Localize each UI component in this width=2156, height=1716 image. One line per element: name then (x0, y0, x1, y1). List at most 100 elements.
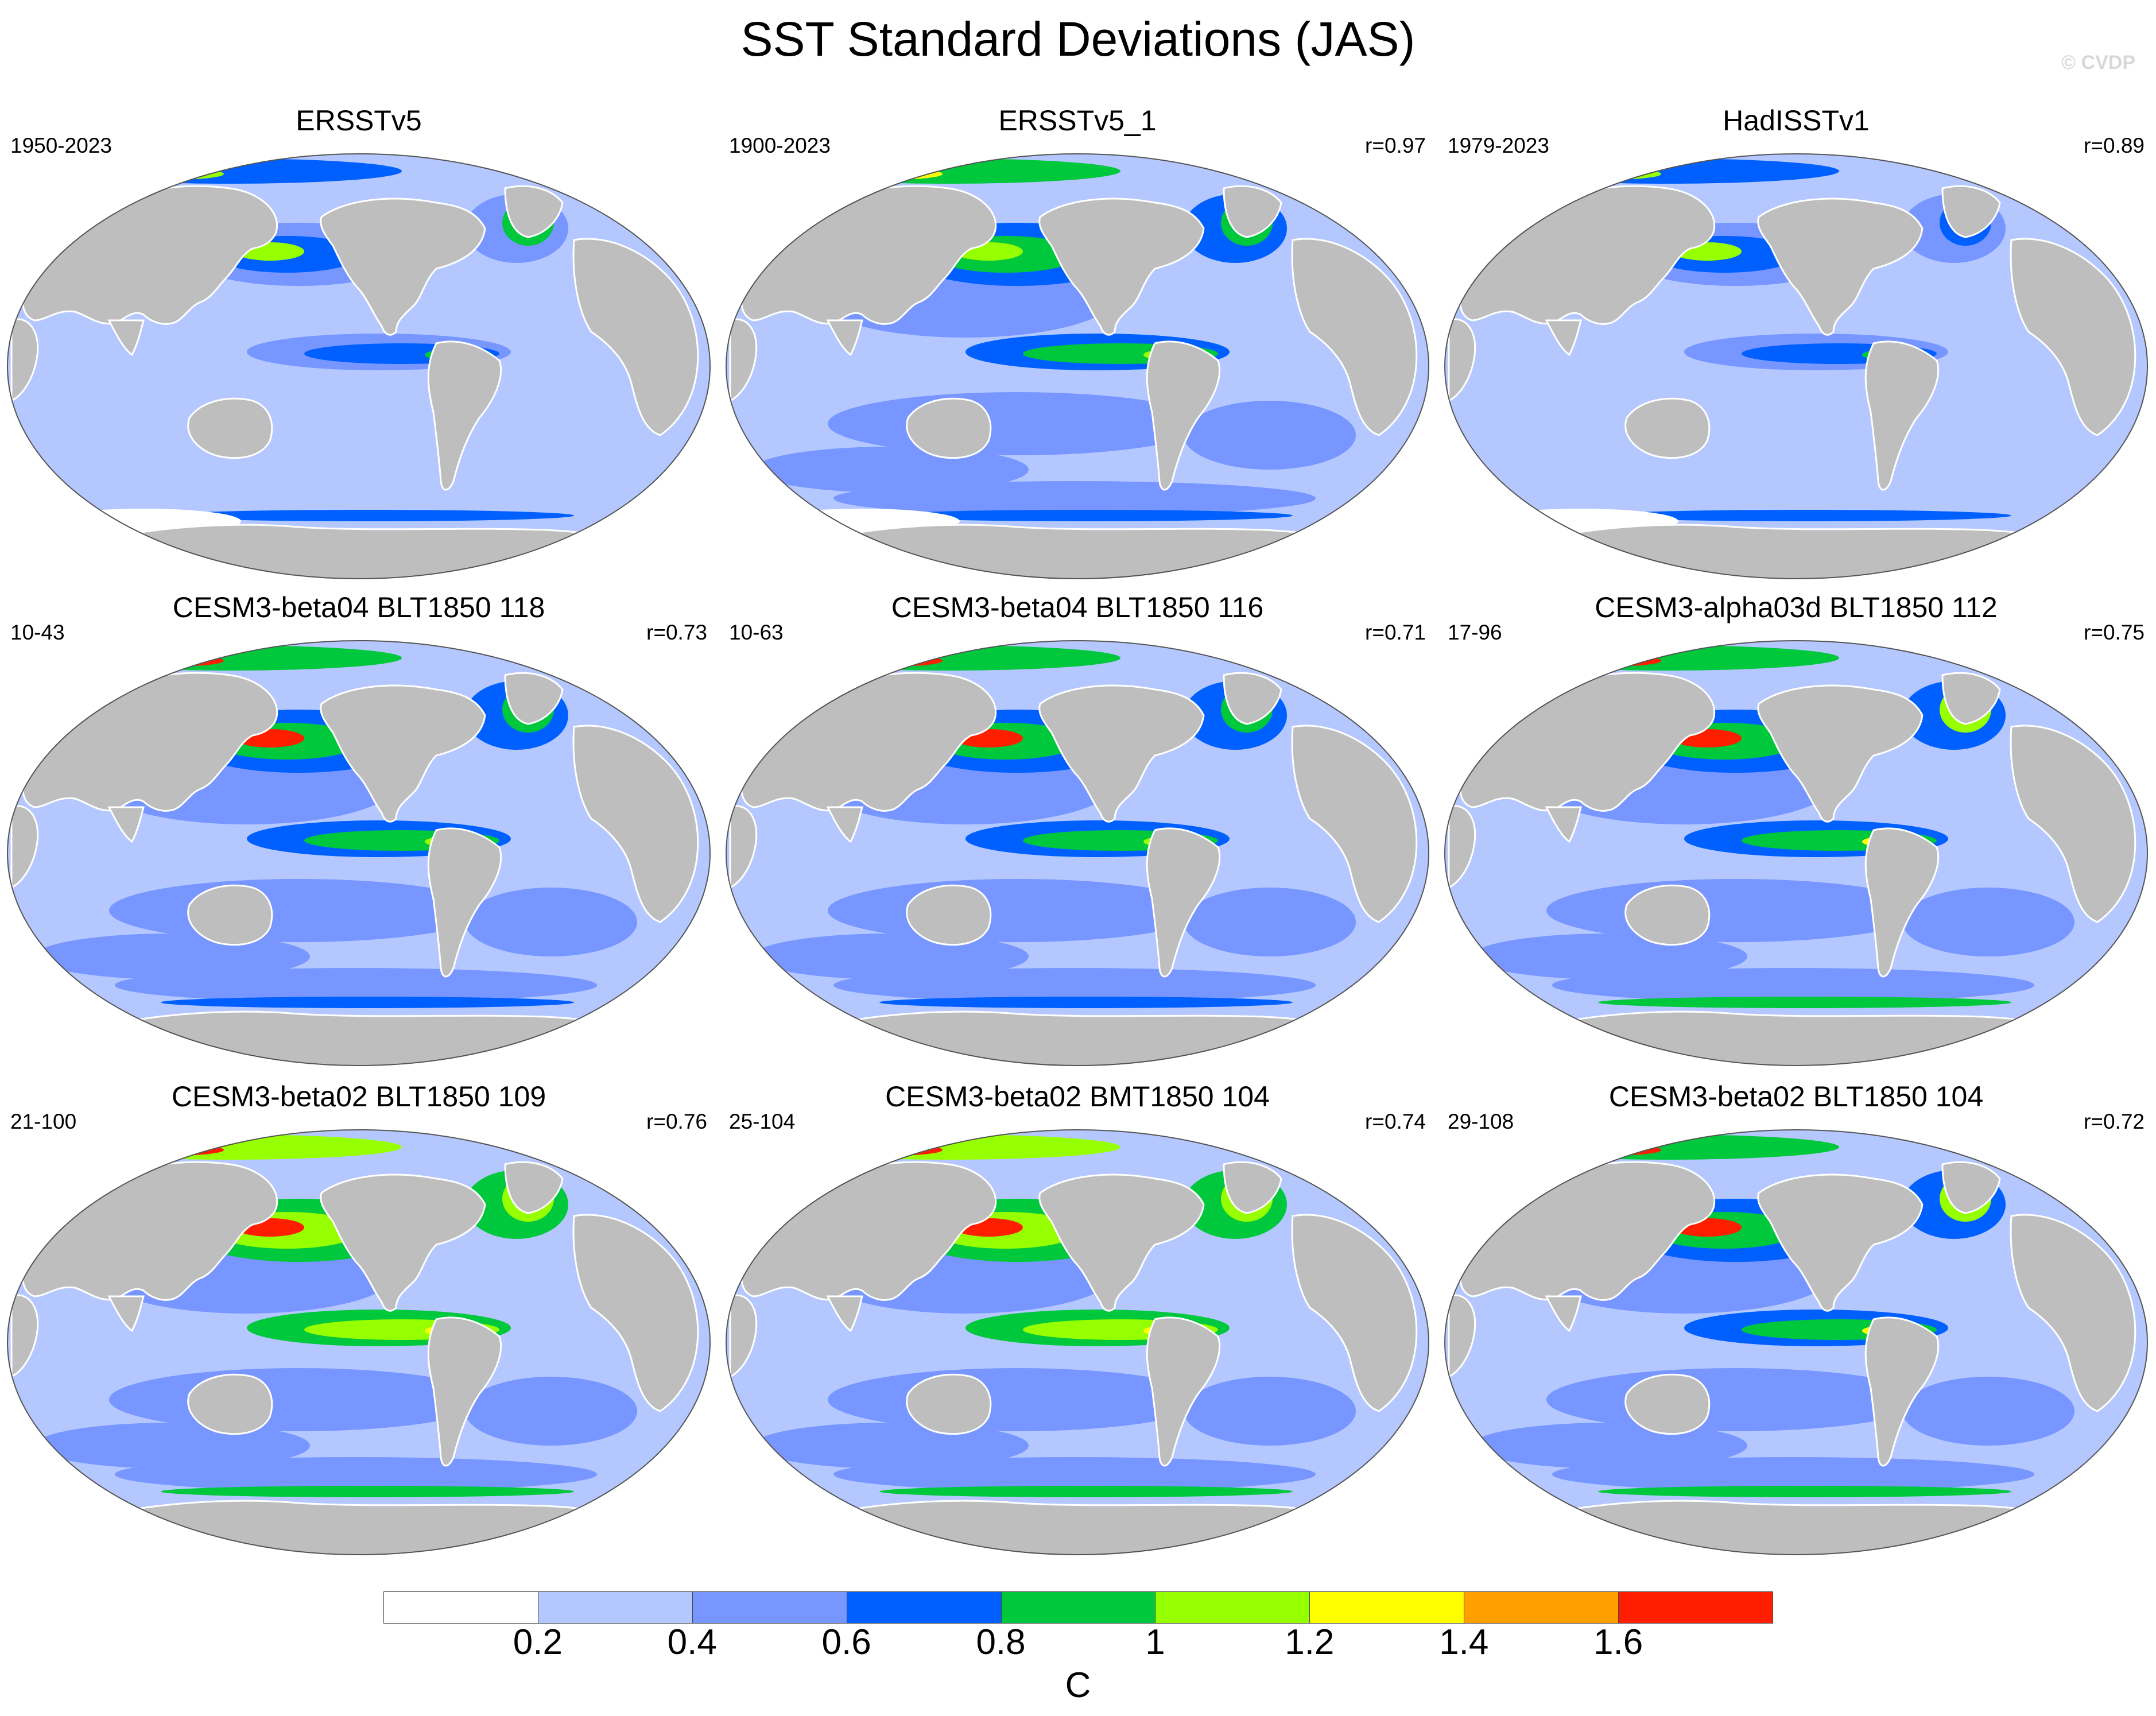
figure-title: SST Standard Deviations (JAS) (740, 12, 1416, 66)
sst-contour (465, 888, 637, 956)
landmass (187, 397, 273, 459)
landmass (10, 805, 39, 889)
panel-correlation: r=0.75 (2084, 621, 2145, 644)
landmass (1545, 1295, 1582, 1332)
landmass (1757, 197, 1924, 336)
landmass (1757, 684, 1924, 823)
panel-title: ERSSTv5 (296, 104, 422, 137)
panel-title: CESM3-beta02 BLT1850 104 (1608, 1080, 1984, 1113)
sst-contour (115, 481, 597, 516)
sst-contour (1552, 968, 2034, 1002)
landmass (427, 1316, 502, 1467)
landmass (427, 340, 502, 491)
sst-contour (115, 968, 597, 1002)
map-panel: CESM3-beta04 BLT1850 118 10-43 r=0.73 (0, 590, 718, 1084)
map-panel: CESM3-alpha03d BLT1850 112 17-96 r=0.75 (1437, 590, 2155, 1084)
map-panel: CESM3-beta02 BLT1850 109 21-100 r=0.76 (0, 1079, 718, 1573)
panel-correlation: r=0.97 (1365, 134, 1426, 157)
landmass (729, 318, 758, 402)
landmass (1291, 725, 1418, 923)
landmass (10, 1294, 39, 1378)
panel-title: HadISSTv1 (1723, 104, 1870, 137)
landmass (1146, 1316, 1221, 1467)
panel-title: CESM3-beta04 BLT1850 118 (172, 591, 545, 623)
sst-map (726, 640, 1429, 1066)
landmass (729, 805, 758, 889)
sst-contour (57, 158, 402, 184)
landmass (1864, 827, 1940, 978)
landmass (2010, 238, 2136, 436)
landmass (107, 319, 145, 357)
sst-contour (1552, 481, 2034, 516)
colorbar-tick-label: 0.2 (513, 1622, 563, 1662)
sst-contour (776, 158, 1120, 184)
landmass (1223, 672, 1282, 725)
landmass (906, 884, 992, 946)
map-panel: CESM3-beta02 BLT1850 104 29-108 r=0.72 (1437, 1079, 2155, 1573)
landmass (1038, 197, 1205, 336)
map-panel: HadISSTv1 1979-2023 r=0.89 (1437, 103, 2155, 597)
panel-correlation: r=0.74 (1365, 1110, 1426, 1133)
panel-period: 10-63 (729, 621, 784, 644)
map-outline (7, 153, 711, 579)
landmass (1146, 340, 1221, 491)
landmass (1038, 1173, 1205, 1312)
landmass (2010, 725, 2136, 923)
sst-contour (1495, 645, 1839, 671)
sst-contour (879, 1486, 1293, 1497)
colorbar-tick-label: 0.6 (821, 1622, 871, 1662)
panel-correlation: r=0.73 (646, 621, 707, 644)
colorbar-swatch (383, 1591, 538, 1624)
landmass (802, 1500, 1363, 1555)
landmass (10, 318, 39, 402)
map-outline (7, 1129, 711, 1555)
landmass (504, 185, 564, 238)
panel-title: CESM3-alpha03d BLT1850 112 (1595, 591, 1998, 623)
colorbar-tick-label: 1 (1145, 1622, 1165, 1662)
panel-period: 1979-2023 (1448, 134, 1549, 157)
landmass (1448, 318, 1476, 402)
sst-map (726, 153, 1429, 579)
sst-contour (1552, 1457, 2034, 1492)
sst-contour (115, 1457, 597, 1492)
panel-period: 17-96 (1448, 621, 1502, 644)
panel-correlation: r=0.72 (2084, 1110, 2145, 1133)
landmass (906, 397, 992, 459)
landmass (107, 1295, 145, 1332)
colorbar-unit: C (1065, 1665, 1091, 1705)
panel-correlation: r=0.76 (646, 1110, 707, 1133)
sst-contour (57, 1134, 402, 1160)
map-outline (1444, 1129, 2148, 1555)
sst-map (1444, 640, 2148, 1066)
sst-map (7, 640, 711, 1066)
sst-contour (1598, 1486, 2011, 1497)
panel-period: 1900-2023 (729, 134, 831, 157)
panel-period: 25-104 (729, 1110, 796, 1133)
map-outline (1444, 640, 2148, 1066)
colorbar-swatch (846, 1591, 1002, 1624)
sst-contour (1184, 401, 1356, 470)
panel-title: CESM3-beta04 BLT1850 116 (891, 591, 1264, 623)
map-panel: ERSSTv5_1 1900-2023 r=0.97 (719, 103, 1436, 597)
landmass (187, 884, 273, 946)
sst-contour (776, 1134, 1120, 1160)
landmass (83, 1500, 645, 1555)
sst-contour (465, 401, 637, 470)
landmass (83, 1010, 645, 1066)
sst-contour (1184, 1377, 1356, 1446)
landmass (1624, 1373, 1711, 1435)
landmass (729, 1294, 758, 1378)
landmass (906, 1373, 992, 1435)
sst-contour (161, 997, 574, 1008)
landmass (1038, 684, 1205, 823)
panel-title: CESM3-beta02 BMT1850 104 (885, 1080, 1270, 1113)
landmass (1864, 340, 1940, 491)
panel-period: 1950-2023 (10, 134, 112, 157)
map-outline (726, 640, 1429, 1066)
map-outline (726, 1129, 1429, 1555)
landmass (1864, 1316, 1940, 1467)
landmass (427, 827, 502, 978)
sst-contour (161, 1486, 574, 1497)
sst-contour (879, 510, 1293, 521)
sst-contour (1184, 888, 1356, 956)
